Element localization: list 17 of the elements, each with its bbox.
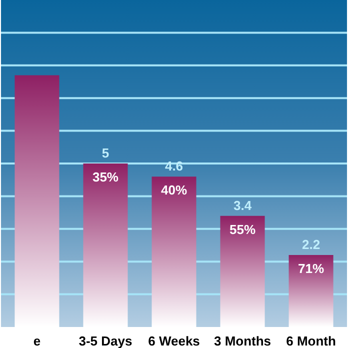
x-tick-label: 6 Weeks [148,334,200,348]
x-tick-label: 3-5 Days [78,334,132,348]
x-tick-label: 6 Month [286,334,336,348]
bar [288,255,334,327]
annotation: 71% [298,261,324,276]
annotation: 55% [230,222,256,237]
annotation: 40% [160,182,188,198]
data-label: 5 [102,146,110,160]
bar [14,75,60,327]
x-tick-label: e [33,334,41,348]
x-tick-label: 3 Months [214,334,272,348]
bar [152,176,196,327]
annotation: 35% [92,170,119,184]
bar [83,164,128,327]
data-label: 2.2 [302,237,320,252]
bar [220,216,265,327]
data-label: 3.4 [233,198,252,213]
